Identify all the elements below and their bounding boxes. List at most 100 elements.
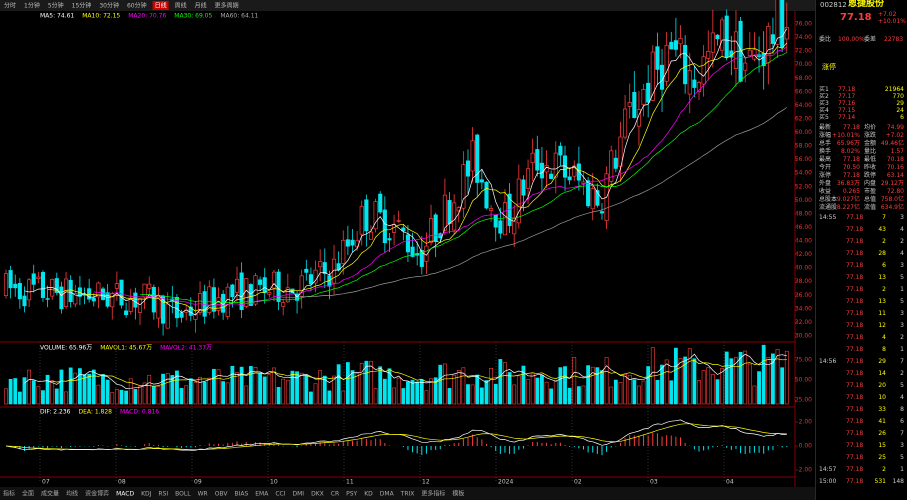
- candle-body: [683, 44, 688, 85]
- y-axis-label: 66.00: [795, 88, 812, 95]
- candle-body: [590, 188, 595, 210]
- period-tab[interactable]: 15分钟: [72, 2, 92, 10]
- indicator-tab[interactable]: TRIX: [400, 491, 415, 498]
- indicator-tab[interactable]: DMI: [293, 491, 305, 498]
- indicator-tab[interactable]: KD: [364, 491, 373, 498]
- period-tab[interactable]: 日线: [155, 2, 167, 10]
- stat-label: 涨幅: [819, 132, 832, 139]
- candle-body: [526, 168, 531, 189]
- volume-bar: [470, 384, 475, 405]
- tick-price: 77.18: [846, 250, 864, 257]
- stat-label: 总手: [819, 140, 832, 147]
- indicator-tab[interactable]: OBV: [215, 491, 229, 498]
- change-pct: +10.01%: [878, 18, 906, 25]
- volume-bar: [50, 380, 55, 405]
- candle-body: [659, 64, 665, 90]
- candle-body: [475, 134, 480, 183]
- period-tab[interactable]: 周线: [175, 2, 187, 10]
- volume-bar: [581, 385, 586, 405]
- indicator-tab[interactable]: BIAS: [234, 491, 248, 498]
- candle-body: [673, 40, 678, 50]
- indicator-tab[interactable]: MACD: [116, 491, 134, 498]
- period-tab[interactable]: 1分钟: [24, 2, 40, 10]
- indicator-tab[interactable]: PSY: [346, 491, 357, 498]
- candle-body: [599, 211, 605, 214]
- y-axis-label: 54.00: [795, 170, 812, 177]
- indicator-tab[interactable]: CR: [331, 491, 339, 498]
- period-tab[interactable]: 更多周期: [215, 2, 239, 10]
- tick-count: 7: [900, 430, 904, 437]
- stat-label: 流通股: [819, 204, 838, 211]
- stat-value: 74.99: [886, 124, 904, 131]
- tick-volume: 531: [874, 478, 886, 485]
- volume-bar: [678, 358, 683, 405]
- bid-level: 买4: [819, 107, 829, 114]
- volume-bar: [133, 389, 138, 405]
- period-tab[interactable]: 5分钟: [48, 2, 64, 10]
- indicator-tab[interactable]: CCI: [275, 491, 285, 498]
- period-tab[interactable]: 60分钟: [127, 2, 147, 10]
- candle-body: [258, 279, 263, 285]
- candle-body: [609, 150, 614, 182]
- volume-bar: [710, 374, 715, 405]
- stat-label: 跌停: [864, 172, 877, 179]
- candle-body: [632, 91, 637, 118]
- y-axis-label: 72.00: [795, 48, 812, 55]
- candle-body: [428, 218, 434, 243]
- stat-value: 29.12万: [880, 180, 904, 187]
- volume-bar: [623, 374, 627, 405]
- indicator-tab[interactable]: 均线: [66, 490, 78, 498]
- indicator-tab[interactable]: KDJ: [141, 491, 152, 498]
- indicator-tab[interactable]: 全面: [22, 490, 34, 498]
- candle-body: [368, 231, 374, 240]
- candle-body: [308, 274, 313, 285]
- weibi: 100.00%: [838, 36, 865, 43]
- indicator-tab[interactable]: DKX: [311, 491, 324, 498]
- volume-bar: [151, 385, 156, 405]
- volume-bar: [188, 378, 193, 405]
- y-axis-label: 52.00: [795, 183, 812, 190]
- indicator-tab[interactable]: 成交量: [41, 490, 59, 498]
- candle-body: [31, 273, 36, 285]
- volume-bar: [258, 372, 263, 405]
- volume-bar: [364, 360, 369, 405]
- candle-body: [248, 284, 253, 306]
- volume-bar: [761, 344, 766, 405]
- stat-value: 70.50: [842, 164, 860, 171]
- candle-body: [567, 176, 572, 181]
- volume-bar: [669, 380, 674, 405]
- volume-bar: [387, 368, 392, 405]
- y-axis-label: 0.00: [799, 443, 813, 450]
- volume-bar: [59, 369, 64, 405]
- volume-bar: [687, 348, 692, 405]
- volume-bar: [461, 367, 466, 405]
- indicator-tab[interactable]: 指标: [3, 490, 15, 498]
- bid-volume: 24: [896, 107, 904, 114]
- indicator-tab[interactable]: 更多指标: [421, 490, 445, 498]
- tick-volume: 26: [878, 430, 886, 437]
- period-tab[interactable]: 分时: [4, 2, 16, 10]
- candle-body: [696, 82, 702, 93]
- volume-bar: [235, 372, 239, 405]
- indicator-tab[interactable]: EMA: [255, 491, 269, 498]
- tick-price: 77.18: [846, 478, 864, 485]
- period-tab[interactable]: 30分钟: [99, 2, 119, 10]
- candle-body: [549, 173, 554, 179]
- volume-bar: [147, 374, 152, 405]
- volume-bar: [369, 360, 373, 405]
- volume-bar: [498, 359, 503, 405]
- stat-label: 金额: [864, 140, 877, 147]
- period-tab[interactable]: 月线: [195, 2, 207, 10]
- volume-bar: [170, 375, 175, 405]
- indicator-tab[interactable]: RSI: [158, 491, 168, 498]
- candle-body: [627, 101, 632, 107]
- indicator-tab[interactable]: BOLL: [175, 491, 191, 498]
- indicator-tab[interactable]: DMA: [380, 491, 395, 498]
- indicator-tab[interactable]: 资金博弈: [85, 490, 109, 498]
- indicator-tab[interactable]: 模板: [452, 490, 464, 498]
- candle-body: [623, 108, 628, 138]
- date-label: 07: [42, 479, 50, 486]
- volume-bar: [82, 374, 87, 405]
- candle-body: [96, 282, 101, 298]
- indicator-tab[interactable]: WR: [198, 491, 208, 498]
